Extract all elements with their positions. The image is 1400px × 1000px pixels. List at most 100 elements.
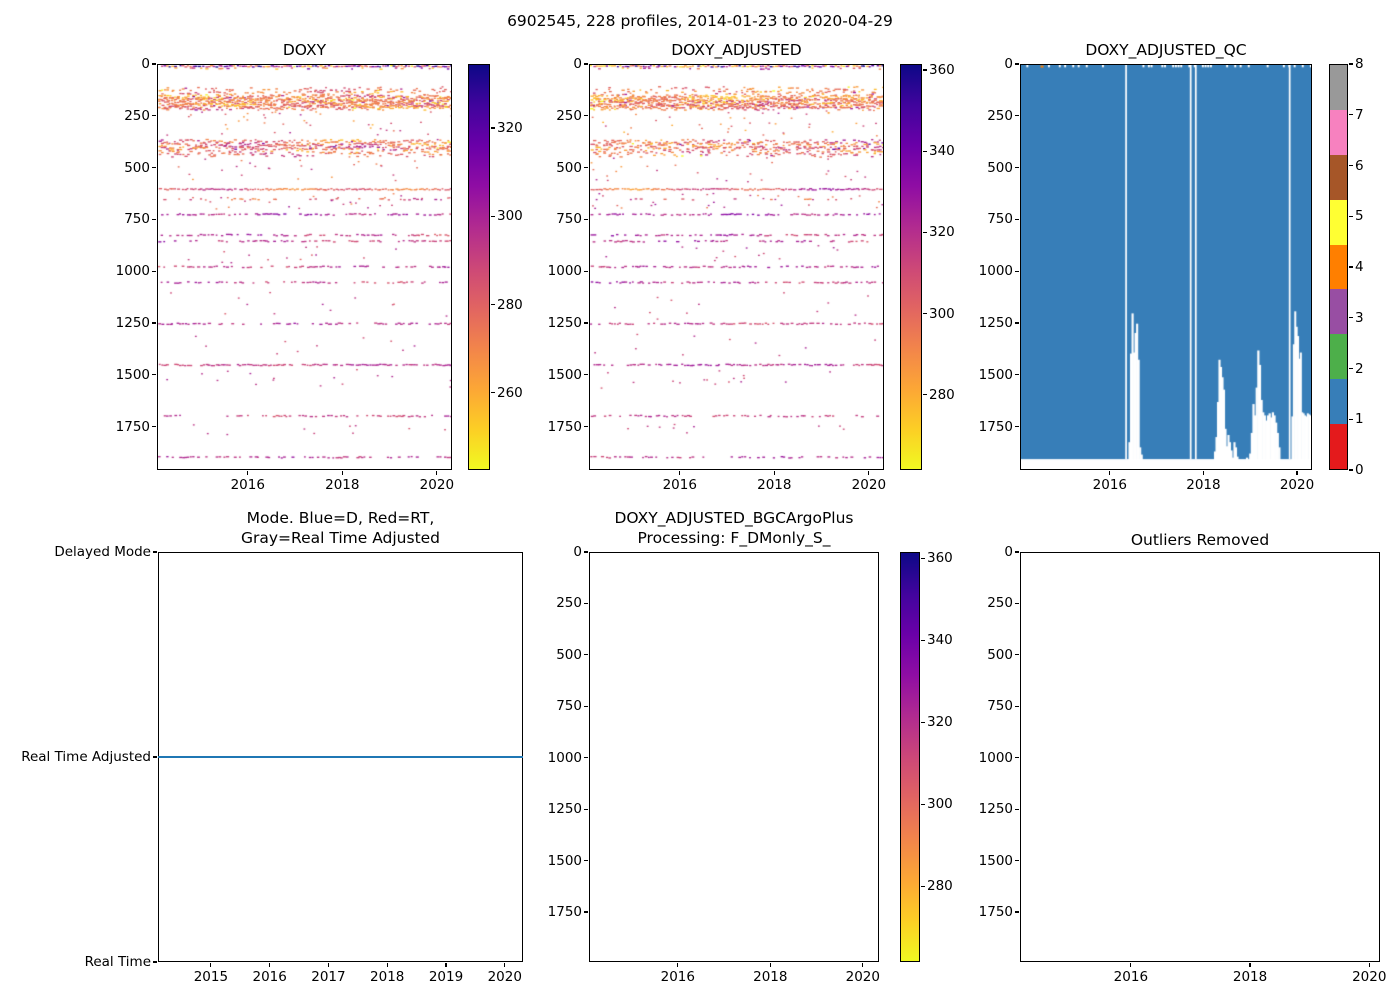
x-tick-label: 2016 (252, 969, 287, 985)
y-tick-mark (152, 63, 156, 65)
colorbar-tick-label: 340 (927, 632, 953, 649)
colorbar-tick-label: 360 (929, 62, 955, 79)
x-tick-label: 2018 (757, 477, 792, 493)
y-tick-label: 1250 (547, 801, 582, 818)
y-tick-mark (584, 705, 588, 707)
x-tick-label: 2018 (325, 477, 360, 493)
y-tick-label: 500 (556, 646, 582, 663)
y-tick-label: 1000 (978, 263, 1013, 280)
colorbar-tick-label: 280 (497, 296, 523, 313)
y-tick-mark (152, 270, 156, 272)
qc-colorbar-segment (1330, 244, 1347, 290)
qc-colorbar-segment (1330, 424, 1347, 469)
y-tick-mark (1015, 374, 1019, 376)
x-tick-label: 2018 (1186, 477, 1221, 493)
plot-title-mode-line2: Gray=Real Time Adjusted (240, 529, 441, 547)
y-tick-label: Delayed Mode (54, 544, 151, 560)
x-tick-label: 2018 (753, 969, 788, 985)
plot-title-bgc-processing: DOXY_ADJUSTED_BGCArgoPlus Processing: F_… (569, 508, 899, 548)
colorbar-tick-label: 0 (1355, 462, 1364, 478)
y-tick-mark (1015, 63, 1019, 65)
y-tick-label: 0 (141, 56, 150, 72)
y-tick-label: 1750 (978, 904, 1013, 920)
y-tick-mark (153, 551, 157, 553)
y-tick-mark (1015, 705, 1019, 707)
y-tick-mark (584, 63, 588, 65)
x-tick-mark (247, 471, 249, 475)
mode-line (158, 755, 523, 759)
colorbar-tick-label: 340 (929, 143, 955, 160)
colorbar-tick-label: 300 (927, 796, 953, 813)
y-tick-mark (1015, 270, 1019, 272)
colorbar-tick-mark (1349, 266, 1353, 268)
colorbar-tick-mark (921, 885, 925, 887)
colorbar-tick-label: 300 (929, 305, 955, 322)
colorbar-tick-label: 6 (1355, 157, 1364, 174)
colorbar-tick-mark (921, 557, 925, 559)
x-tick-label: 2016 (1113, 969, 1149, 985)
y-tick-mark (584, 551, 588, 553)
y-tick-label: 1500 (978, 852, 1013, 869)
doxy-adjusted-colorbar (900, 64, 922, 470)
x-tick-label: 2016 (1092, 477, 1128, 493)
y-tick-mark (1015, 166, 1019, 169)
y-tick-mark (1015, 322, 1019, 324)
y-tick-label: 1500 (115, 366, 150, 383)
colorbar-tick-label: 260 (497, 384, 523, 401)
doxy-adjusted-qc-plot-area (1020, 64, 1312, 470)
qc-colorbar-segment (1330, 199, 1347, 245)
y-tick-label: 750 (987, 698, 1013, 715)
colorbar-tick-label: 280 (929, 386, 955, 403)
x-tick-mark (868, 471, 870, 475)
bgc-processing-colorbar (900, 552, 920, 962)
x-tick-label: 2020 (845, 969, 880, 985)
x-tick-label: 2018 (1232, 969, 1268, 985)
plot-title-doxy: DOXY (282, 41, 327, 59)
qc-colorbar-segment (1330, 65, 1347, 110)
y-tick-label: 500 (987, 646, 1013, 663)
plot-title-outliers-removed: Outliers Removed (1130, 531, 1270, 549)
y-tick-label: 1250 (978, 314, 1013, 331)
y-tick-mark (153, 961, 157, 963)
x-tick-label: 2020 (1279, 477, 1315, 493)
y-tick-mark (153, 756, 157, 758)
plot-title-mode-line1: Mode. Blue=D, Red=RT, (246, 509, 435, 527)
colorbar-tick-label: 300 (497, 208, 523, 225)
colorbar-tick-mark (1349, 317, 1353, 319)
colorbar-tick-mark (921, 721, 925, 723)
x-tick-label: 2020 (1352, 969, 1387, 985)
colorbar-tick-mark (921, 639, 925, 641)
y-tick-mark (584, 115, 588, 117)
x-tick-label: 2016 (660, 969, 695, 985)
x-tick-mark (769, 963, 771, 967)
qc-colorbar-segment (1330, 109, 1347, 155)
y-tick-label: 0 (1004, 544, 1013, 560)
y-tick-mark (1015, 911, 1019, 913)
y-tick-mark (584, 602, 588, 605)
y-tick-mark (1015, 808, 1019, 810)
y-tick-label: 250 (556, 107, 582, 124)
colorbar-tick-mark (491, 392, 495, 394)
colorbar-tick-mark (1349, 367, 1353, 370)
y-tick-mark (1015, 757, 1019, 759)
y-tick-label: 0 (573, 544, 582, 560)
doxy-adjusted-qc-canvas (1021, 65, 1311, 469)
colorbar-tick-mark (923, 150, 927, 152)
y-tick-label: 1000 (547, 749, 582, 766)
y-tick-label: Real Time (84, 954, 151, 970)
colorbar-tick-mark (1349, 164, 1353, 167)
x-tick-mark (341, 471, 343, 475)
colorbar-tick-mark (491, 303, 495, 306)
y-tick-label: 250 (987, 107, 1013, 124)
x-tick-mark (436, 471, 438, 475)
x-tick-label: 2020 (851, 477, 887, 493)
x-tick-label: 2015 (193, 969, 229, 985)
y-tick-mark (152, 115, 156, 117)
y-tick-mark (152, 374, 156, 376)
y-tick-label: 750 (556, 698, 582, 715)
y-tick-label: 750 (124, 211, 150, 228)
y-tick-mark (1015, 115, 1019, 117)
y-tick-mark (1015, 654, 1019, 656)
qc-colorbar-segment (1330, 379, 1347, 424)
colorbar-tick-mark (923, 231, 927, 234)
